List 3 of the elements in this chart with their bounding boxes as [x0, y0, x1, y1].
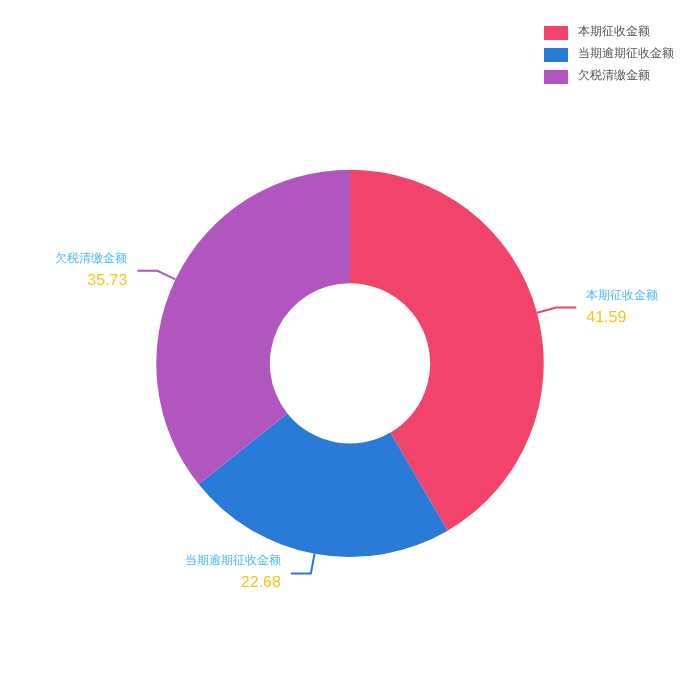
data-label: 22.68 — [240, 573, 282, 592]
data-label: 35.73 — [87, 270, 129, 289]
data-label: 41.59 — [586, 307, 628, 326]
